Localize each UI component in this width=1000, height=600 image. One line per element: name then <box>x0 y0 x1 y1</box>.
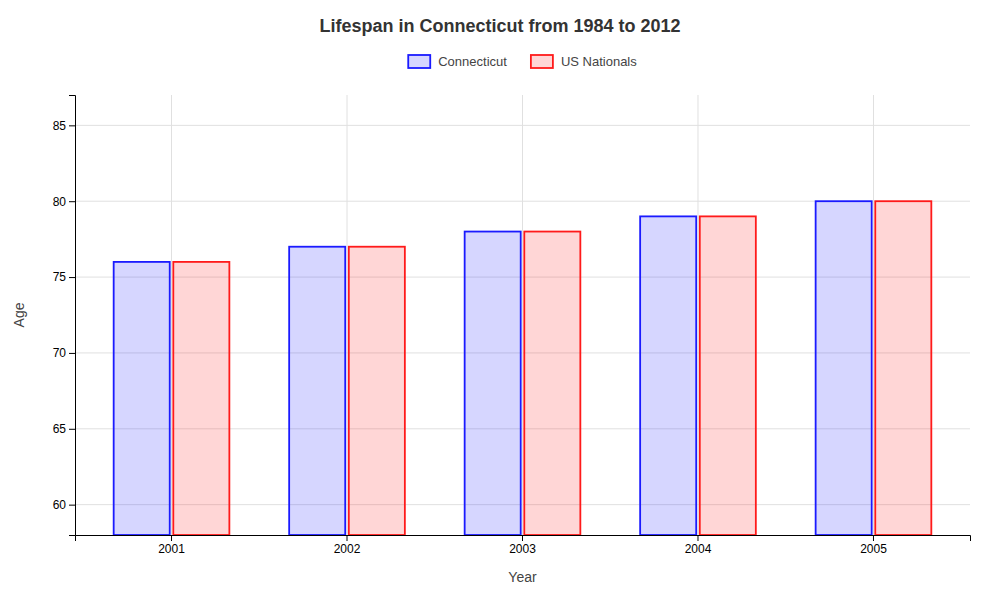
bar-series <box>114 201 872 535</box>
bar-series <box>173 201 931 535</box>
tick-mark <box>69 429 75 430</box>
legend-item: Connecticut <box>408 54 507 69</box>
tick-label: 85 <box>53 119 67 133</box>
grid-line <box>697 95 698 535</box>
tick-mark <box>69 353 75 354</box>
grid <box>75 95 970 535</box>
tick: 2003 <box>509 535 536 556</box>
y-axis: 60 65 70 75 80 85 <box>53 96 76 536</box>
tick-label: 2004 <box>685 542 712 556</box>
tick: 2004 <box>685 535 712 556</box>
x-axis: 2001 2002 2003 2004 2005 <box>76 535 971 556</box>
legend-label: US Nationals <box>561 54 637 69</box>
chart: 2001 2002 2003 2004 2005 60 65 70 75 80 85 Lifespan… <box>0 0 1000 600</box>
tick-mark <box>69 505 75 506</box>
tick: 80 <box>53 195 75 209</box>
title: Lifespan in Connecticut from 1984 to 201… <box>319 16 680 36</box>
tick-label: 2001 <box>158 542 185 556</box>
y-axis-title: Age <box>11 302 27 327</box>
tick-mark <box>873 535 874 541</box>
tick: 60 <box>53 498 75 512</box>
tick-mark <box>69 277 75 278</box>
grid-line <box>522 95 523 535</box>
plot: 2001 2002 2003 2004 2005 60 65 70 75 80 85 <box>53 95 971 556</box>
tick: 2001 <box>158 535 185 556</box>
bar <box>816 201 872 535</box>
tick-label: 2005 <box>860 542 887 556</box>
tick-label: 2003 <box>509 542 536 556</box>
legend-swatch <box>408 55 430 68</box>
bar <box>465 232 521 535</box>
grid-line <box>347 95 348 535</box>
tick: 70 <box>53 346 75 360</box>
tick-mark <box>171 535 172 541</box>
axis-line <box>76 536 971 542</box>
bar <box>875 201 931 535</box>
tick-mark <box>522 535 523 541</box>
tick: 65 <box>53 422 75 436</box>
tick-label: 70 <box>53 346 67 360</box>
bar <box>700 216 756 535</box>
bar <box>640 216 696 535</box>
tick-label: 75 <box>53 270 67 284</box>
x-axis-title: Year <box>508 569 537 585</box>
tick-label: 80 <box>53 195 67 209</box>
grid-line <box>171 95 172 535</box>
legend-label: Connecticut <box>438 54 507 69</box>
legend-swatch <box>531 55 553 68</box>
bar <box>349 247 405 535</box>
bar <box>114 262 170 535</box>
tick-label: 2002 <box>334 542 361 556</box>
tick: 2005 <box>860 535 887 556</box>
tick-mark <box>697 535 698 541</box>
tick-label: 65 <box>53 422 67 436</box>
tick: 2002 <box>334 535 361 556</box>
bar <box>173 262 229 535</box>
bar <box>524 232 580 535</box>
tick-mark <box>69 125 75 126</box>
tick-mark <box>69 201 75 202</box>
tick-mark <box>347 535 348 541</box>
bar <box>289 247 345 535</box>
tick: 75 <box>53 270 75 284</box>
legend: Connecticut US Nationals <box>408 54 637 69</box>
grid-line <box>873 95 874 535</box>
tick: 85 <box>53 119 75 133</box>
legend-item: US Nationals <box>531 54 637 69</box>
tick-label: 60 <box>53 498 67 512</box>
bars <box>114 201 932 535</box>
axis-line <box>69 96 76 536</box>
